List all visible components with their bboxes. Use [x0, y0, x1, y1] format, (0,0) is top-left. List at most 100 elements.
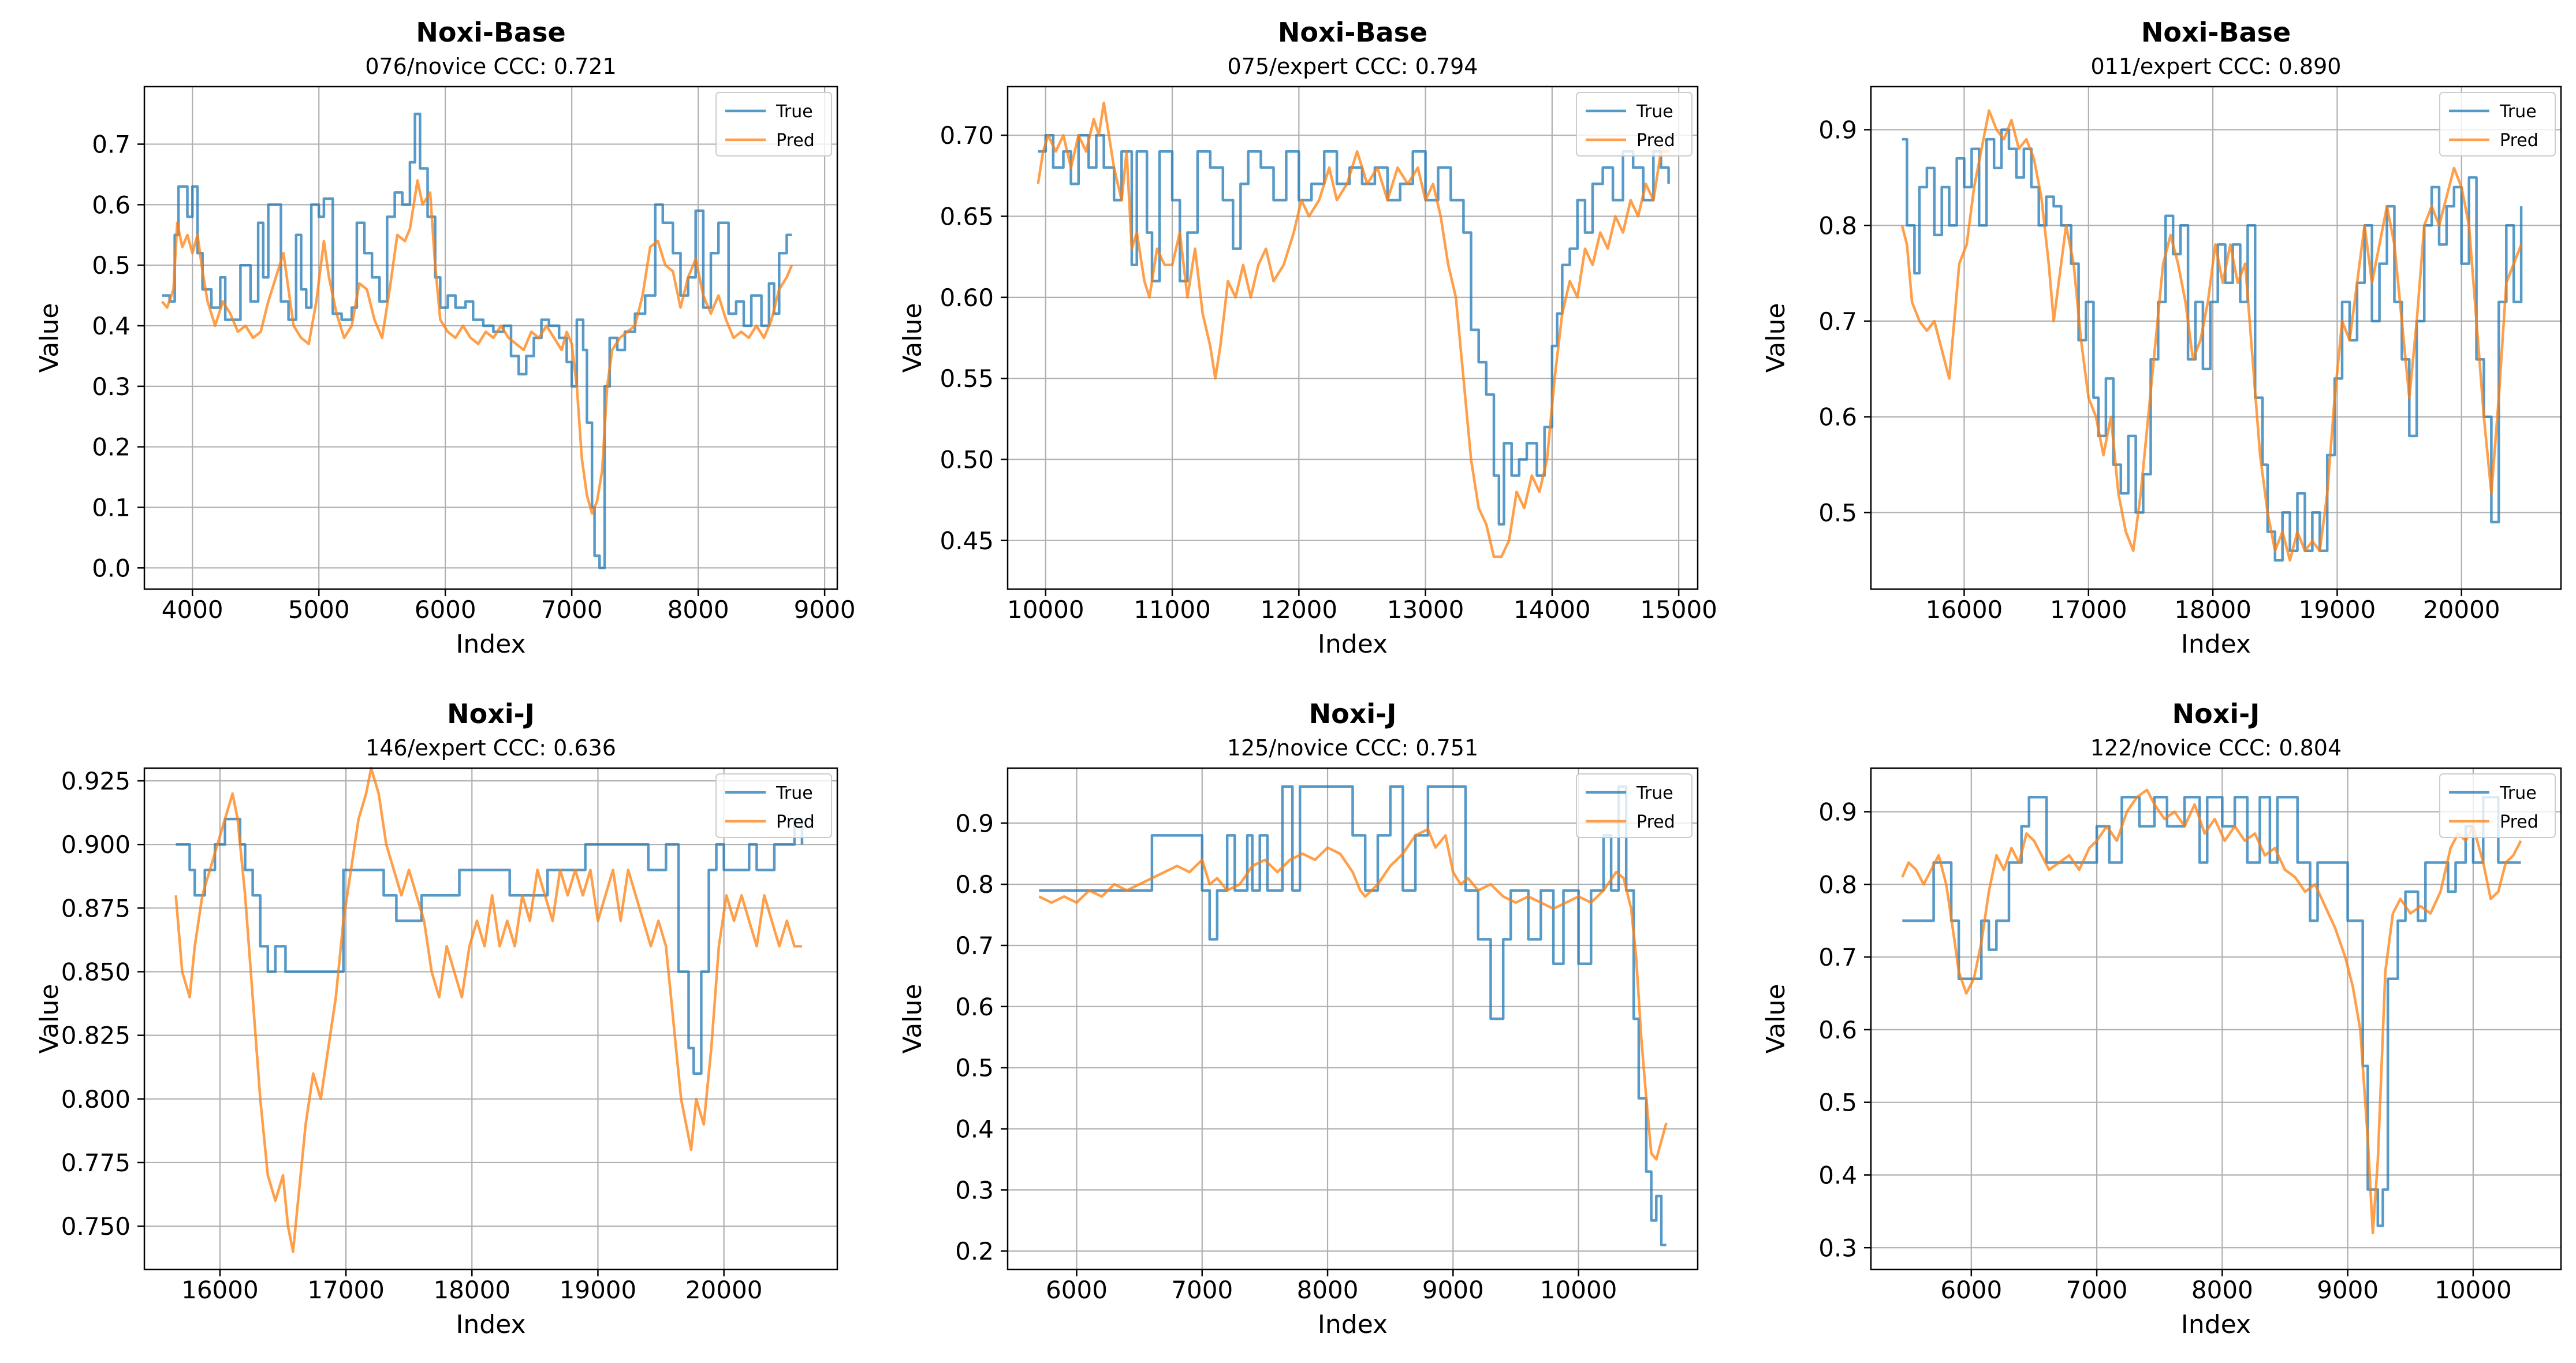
y-tick-label: 0.750 — [61, 1212, 131, 1241]
x-tick-label: 12000 — [1261, 595, 1338, 624]
x-tick-label: 6000 — [415, 595, 476, 624]
x-tick-label: 18000 — [433, 1276, 510, 1304]
y-tick-label: 0.5 — [955, 1054, 994, 1082]
y-tick-label: 0.6 — [1818, 403, 1857, 431]
y-tick-label: 0.5 — [1818, 498, 1857, 527]
y-tick-label: 0.800 — [61, 1085, 131, 1114]
y-tick-label: 0.6 — [92, 191, 131, 219]
x-tick-label: 13000 — [1387, 595, 1464, 624]
y-axis-label: Value — [898, 984, 927, 1054]
x-tick-label: 6000 — [1046, 1276, 1108, 1304]
y-tick-label: 0.900 — [61, 831, 131, 859]
chart-subtitle: 011/expert CCC: 0.890 — [2091, 54, 2342, 79]
y-tick-label: 0.7 — [92, 131, 131, 159]
y-axis-label: Value — [35, 303, 64, 373]
x-axis-label: Index — [2181, 630, 2251, 659]
y-tick-label: 0.6 — [955, 993, 994, 1021]
series-true-line — [162, 112, 792, 569]
chart-subtitle: 075/expert CCC: 0.794 — [1228, 54, 1478, 79]
x-tick-label: 17000 — [2050, 595, 2127, 624]
y-tick-label: 0.4 — [92, 312, 131, 340]
y-tick-label: 0.1 — [92, 493, 131, 522]
chart-subtitle: 146/expert CCC: 0.636 — [366, 735, 616, 761]
y-tick-label: 0.65 — [940, 203, 994, 231]
subplot-4: 16000 17000 18000 19000 20000 0.750 0.775 0.800… — [35, 698, 838, 1339]
x-tick-label: 10000 — [2435, 1276, 2512, 1304]
legend-label-true: True — [776, 783, 813, 803]
x-tick-label: 9000 — [2317, 1276, 2379, 1304]
legend-label-pred: Pred — [2500, 812, 2538, 832]
axes-frame — [1870, 767, 2562, 1271]
y-tick-label: 0.2 — [955, 1237, 994, 1265]
x-axis-label: Index — [456, 1310, 525, 1339]
x-tick-label: 10000 — [1540, 1276, 1617, 1304]
legend: True Pred — [1576, 773, 1693, 838]
legend: True Pred — [1576, 92, 1693, 157]
legend: True Pred — [715, 92, 832, 157]
legend-label-pred: Pred — [776, 812, 815, 832]
y-tick-label: 0.825 — [61, 1022, 131, 1050]
y-tick-label: 0.8 — [955, 870, 994, 899]
x-tick-label: 9000 — [794, 595, 856, 624]
x-tick-label: 5000 — [288, 595, 350, 624]
x-tick-label: 11000 — [1134, 595, 1211, 624]
x-tick-label: 19000 — [2299, 595, 2376, 624]
series-true-line — [1902, 128, 2523, 562]
y-tick-label: 0.775 — [61, 1149, 131, 1177]
series-pred-line — [1900, 109, 2523, 562]
y-tick-label: 0.8 — [1818, 870, 1857, 899]
y-axis-label: Value — [35, 984, 64, 1054]
y-tick-label: 0.8 — [1818, 211, 1857, 240]
x-tick-label: 7000 — [1171, 1276, 1233, 1304]
y-tick-label: 0.7 — [1818, 307, 1857, 336]
y-tick-label: 0.9 — [955, 809, 994, 837]
y-tick-label: 0.850 — [61, 958, 131, 986]
x-tick-label: 20000 — [685, 1276, 763, 1304]
x-tick-label: 16000 — [1926, 595, 2003, 624]
y-tick-label: 0.9 — [1818, 798, 1857, 826]
x-tick-label: 4000 — [162, 595, 223, 624]
legend-label-true: True — [1636, 783, 1673, 803]
chart-title: Noxi-Base — [1278, 17, 1427, 48]
series-pred-line — [1037, 101, 1669, 558]
y-tick-label: 0.4 — [1818, 1161, 1857, 1189]
subplot-1: 4000 5000 6000 7000 8000 9000 0.0 0.1 0.2 0.3 0.4 0… — [35, 17, 856, 659]
x-tick-label: 8000 — [2191, 1276, 2253, 1304]
legend-label-true: True — [776, 102, 813, 122]
legend-label-true: True — [2499, 102, 2537, 122]
y-tick-label: 0.55 — [940, 364, 994, 393]
y-tick-label: 0.9 — [1818, 116, 1857, 144]
chart-title: Noxi-Base — [416, 17, 565, 48]
legend-label-true: True — [1636, 102, 1673, 122]
y-tick-label: 0.4 — [955, 1115, 994, 1144]
chart-title: Noxi-J — [447, 698, 535, 729]
y-tick-label: 0.7 — [1818, 943, 1857, 971]
y-tick-label: 0.2 — [92, 433, 131, 461]
x-tick-label: 15000 — [1640, 595, 1717, 624]
x-tick-label: 8000 — [1297, 1276, 1359, 1304]
subplot-3: 16000 17000 18000 19000 20000 0.5 0.6 0.7 0.8 0.9… — [1761, 17, 2562, 659]
x-tick-label: 18000 — [2174, 595, 2251, 624]
y-tick-label: 0.6 — [1818, 1016, 1857, 1044]
y-tick-label: 0.875 — [61, 894, 131, 922]
chart-subtitle: 125/novice CCC: 0.751 — [1227, 735, 1478, 761]
legend: True Pred — [2439, 773, 2556, 838]
y-tick-label: 0.3 — [1818, 1234, 1857, 1262]
axes-frame — [1006, 767, 1699, 1271]
axes-frame — [143, 767, 838, 1271]
series-pred-line — [174, 766, 802, 1253]
x-tick-label: 20000 — [2423, 595, 2500, 624]
x-tick-label: 17000 — [307, 1276, 385, 1304]
x-tick-label: 9000 — [1422, 1276, 1484, 1304]
chart-title: Noxi-Base — [2141, 17, 2291, 48]
legend: True Pred — [715, 773, 832, 838]
series-true-line — [1038, 133, 1670, 526]
series-pred-line — [161, 179, 793, 515]
x-axis-label: Index — [1318, 630, 1388, 659]
x-axis-label: Index — [456, 630, 525, 659]
x-tick-label: 14000 — [1513, 595, 1591, 624]
series-pred-line — [1901, 788, 2522, 1235]
legend-label-true: True — [2499, 783, 2537, 803]
y-tick-label: 0.925 — [61, 767, 131, 795]
